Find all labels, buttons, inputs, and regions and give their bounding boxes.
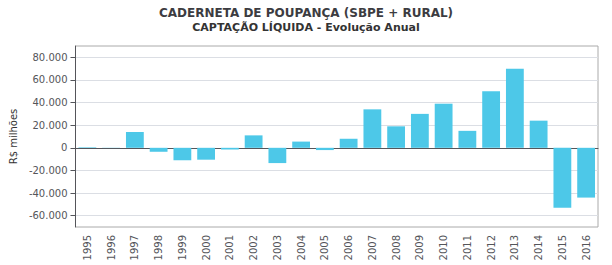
svg-text:2003: 2003 (272, 235, 283, 260)
svg-text:2007: 2007 (367, 235, 378, 260)
svg-text:-20.000: -20.000 (29, 165, 68, 176)
svg-text:CAPTAÇÃO LÍQUIDA - Evolução An: CAPTAÇÃO LÍQUIDA - Evolução Anual (192, 21, 419, 34)
svg-text:2004: 2004 (296, 235, 307, 260)
svg-text:2001: 2001 (224, 235, 235, 260)
svg-text:2000: 2000 (201, 235, 212, 260)
svg-text:2013: 2013 (509, 235, 520, 260)
svg-text:60.000: 60.000 (32, 74, 67, 85)
svg-text:2010: 2010 (438, 235, 449, 260)
svg-text:2012: 2012 (486, 235, 497, 260)
svg-text:2011: 2011 (462, 235, 473, 260)
svg-text:40.000: 40.000 (32, 97, 67, 108)
svg-text:2005: 2005 (319, 235, 330, 260)
svg-text:20.000: 20.000 (32, 120, 67, 131)
svg-text:2016: 2016 (581, 235, 592, 260)
svg-text:1999: 1999 (177, 235, 188, 260)
svg-text:2014: 2014 (533, 235, 544, 260)
svg-text:1995: 1995 (82, 235, 93, 260)
svg-text:1996: 1996 (106, 235, 117, 260)
svg-text:-60.000: -60.000 (29, 210, 68, 221)
svg-text:-40.000: -40.000 (29, 188, 68, 199)
svg-text:2008: 2008 (391, 235, 402, 260)
svg-text:2002: 2002 (248, 235, 259, 260)
svg-text:2009: 2009 (414, 235, 425, 260)
svg-text:1998: 1998 (153, 235, 164, 260)
svg-text:CADERNETA DE POUPANÇA (SBPE +: CADERNETA DE POUPANÇA (SBPE + RURAL) (159, 6, 453, 20)
svg-text:0: 0 (61, 142, 67, 153)
svg-text:R$ milhões: R$ milhões (8, 109, 19, 165)
svg-text:1997: 1997 (129, 235, 140, 260)
svg-text:2006: 2006 (343, 235, 354, 260)
svg-text:2015: 2015 (557, 235, 568, 260)
svg-text:80.000: 80.000 (32, 52, 67, 63)
